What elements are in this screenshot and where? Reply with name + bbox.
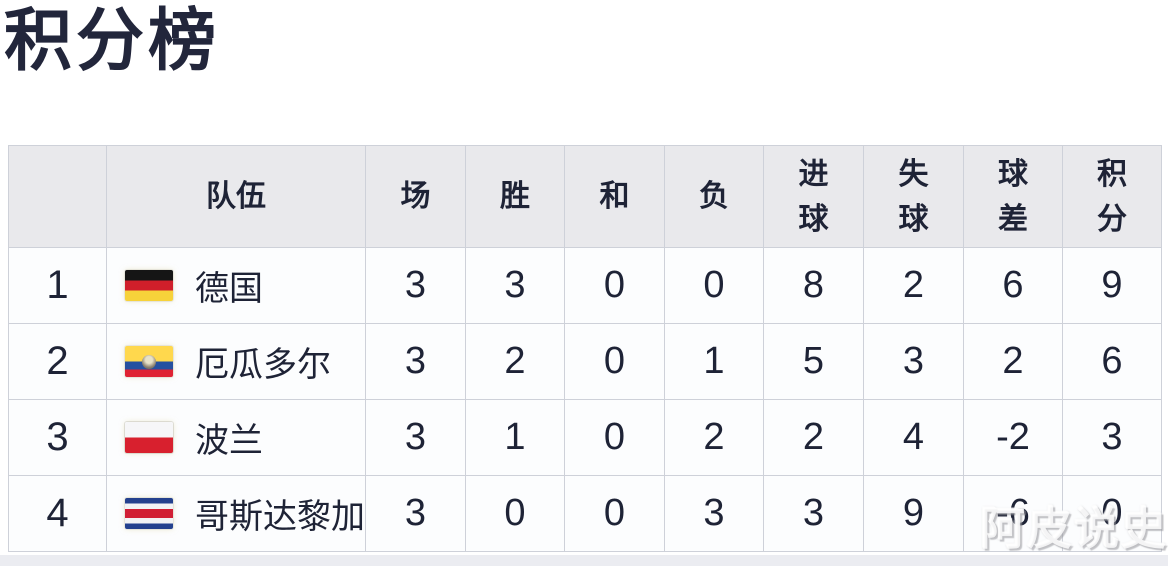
goals-against-cell: 3 [863,323,964,400]
column-header-rank [8,145,107,248]
column-header-lost: 负 [664,145,764,248]
points-cell: 6 [1062,323,1162,400]
ecuador-crest-icon [142,354,156,369]
team-cell-content: 厄瓜多尔 [107,337,365,386]
rank-cell: 2 [8,323,107,400]
goals-for-cell: 3 [763,475,864,552]
costa-rica-flag-icon [125,498,173,529]
table-row-poland: 3 波兰 3 1 0 2 2 4 -2 3 [8,399,1162,476]
goal-diff-cell: -2 [963,399,1063,476]
lost-cell: 2 [664,399,764,476]
team-cell-content: 哥斯达黎加 [107,489,365,538]
points-cell: 0 [1062,475,1162,552]
team-cell: 波兰 [106,399,366,476]
column-header-played: 场 [365,145,466,248]
goals-against-cell: 9 [863,475,964,552]
drawn-cell: 0 [564,247,665,324]
poland-flag-icon [125,422,173,453]
rank-cell: 3 [8,399,107,476]
drawn-cell: 0 [564,475,665,552]
lost-cell: 1 [664,323,764,400]
rank-cell: 1 [8,247,107,324]
column-header-team: 队伍 [106,145,366,248]
team-name: 哥斯达黎加 [195,498,365,536]
team-cell-content: 波兰 [107,413,365,462]
watermark: 阿皮说史 [980,503,1168,554]
column-header-goals-for: 进球 [763,145,864,248]
goal-diff-cell: 2 [963,323,1063,400]
goals-for-cell: 5 [763,323,864,400]
germany-flag-icon [125,270,173,301]
goals-against-cell: 2 [863,247,964,324]
team-name: 波兰 [195,422,263,460]
goals-for-cell: 8 [763,247,864,324]
column-header-goals-against: 失球 [863,145,964,248]
team-cell: 德国 [106,247,366,324]
won-cell: 0 [465,475,565,552]
ecuador-flag-icon [125,346,173,377]
goals-against-cell: 4 [863,399,964,476]
points-cell: 3 [1062,399,1162,476]
team-cell-content: 德国 [107,261,365,310]
column-header-goal-diff: 球差 [963,145,1063,248]
played-cell: 3 [365,323,466,400]
team-cell: 厄瓜多尔 [106,323,366,400]
footer-strip [0,555,1168,566]
page-title: 积分榜 [4,3,221,79]
played-cell: 3 [365,399,466,476]
goal-diff-cell: 6 [963,247,1063,324]
goal-diff-cell: -6 [963,475,1063,552]
rank-cell: 4 [8,475,107,552]
table-row-germany: 1 德国 3 3 0 0 8 2 6 9 [8,247,1162,324]
column-header-won: 胜 [465,145,565,248]
played-cell: 3 [365,475,466,552]
drawn-cell: 0 [564,323,665,400]
won-cell: 2 [465,323,565,400]
lost-cell: 3 [664,475,764,552]
played-cell: 3 [365,247,466,324]
team-name: 厄瓜多尔 [195,346,331,384]
header-row: 队伍 场 胜 和 负 进球 失球 球差 积分 [8,145,1162,248]
won-cell: 3 [465,247,565,324]
team-name: 德国 [195,270,263,308]
column-header-points: 积分 [1062,145,1162,248]
drawn-cell: 0 [564,399,665,476]
lost-cell: 0 [664,247,764,324]
table-row-ecuador: 2 厄瓜多尔 3 2 0 1 5 3 2 6 [8,323,1162,400]
team-cell: 哥斯达黎加 [106,475,366,552]
goals-for-cell: 2 [763,399,864,476]
won-cell: 1 [465,399,565,476]
points-cell: 9 [1062,247,1162,324]
column-header-drawn: 和 [564,145,665,248]
table-row-costa-rica: 4 哥斯达黎加 3 0 0 3 3 9 -6 0 [8,475,1162,552]
standings-table: 队伍 场 胜 和 负 进球 失球 球差 积分 1 德国 3 [8,145,1162,552]
standings-table-grid: 队伍 场 胜 和 负 进球 失球 球差 积分 1 德国 3 [8,145,1162,552]
